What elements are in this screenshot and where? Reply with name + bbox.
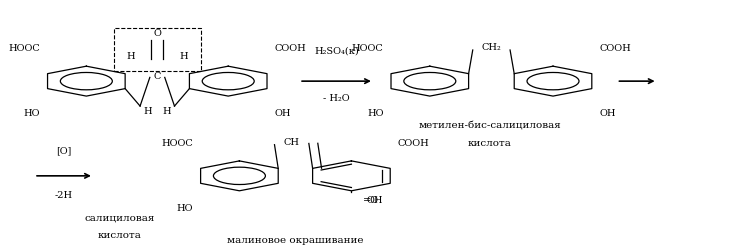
Text: HOOC: HOOC	[161, 139, 193, 148]
Text: =O: =O	[363, 196, 379, 205]
Text: HO: HO	[177, 204, 193, 213]
Text: O: O	[153, 28, 161, 38]
Text: H: H	[127, 52, 135, 61]
Text: OH: OH	[274, 109, 291, 118]
Text: - H₂O: - H₂O	[323, 94, 350, 103]
Text: H: H	[179, 52, 187, 61]
Text: HO: HO	[23, 109, 40, 118]
Text: H₂SO₄(к): H₂SO₄(к)	[314, 47, 359, 56]
Text: HOOC: HOOC	[352, 44, 383, 53]
Text: кислота: кислота	[468, 139, 512, 148]
Text: OH: OH	[367, 196, 383, 205]
Text: [O]: [O]	[56, 146, 72, 155]
Text: OH: OH	[600, 109, 616, 118]
Text: -2H: -2H	[55, 191, 73, 200]
Text: H: H	[163, 107, 172, 116]
Text: H: H	[143, 107, 152, 116]
Text: HO: HO	[367, 109, 383, 118]
Text: кислота: кислота	[98, 231, 142, 240]
Text: HOOC: HOOC	[8, 44, 40, 53]
Text: COOH: COOH	[274, 44, 306, 53]
Text: малиновое окрашивание: малиновое окрашивание	[227, 236, 364, 245]
Text: CH: CH	[284, 138, 299, 147]
Text: COOH: COOH	[600, 44, 631, 53]
Text: салициловая: салициловая	[85, 214, 155, 223]
Text: метилен-бис-салициловая: метилен-бис-салициловая	[418, 121, 561, 131]
Text: CH₂: CH₂	[482, 43, 501, 52]
Text: COOH: COOH	[398, 139, 429, 148]
Text: C: C	[153, 72, 161, 81]
